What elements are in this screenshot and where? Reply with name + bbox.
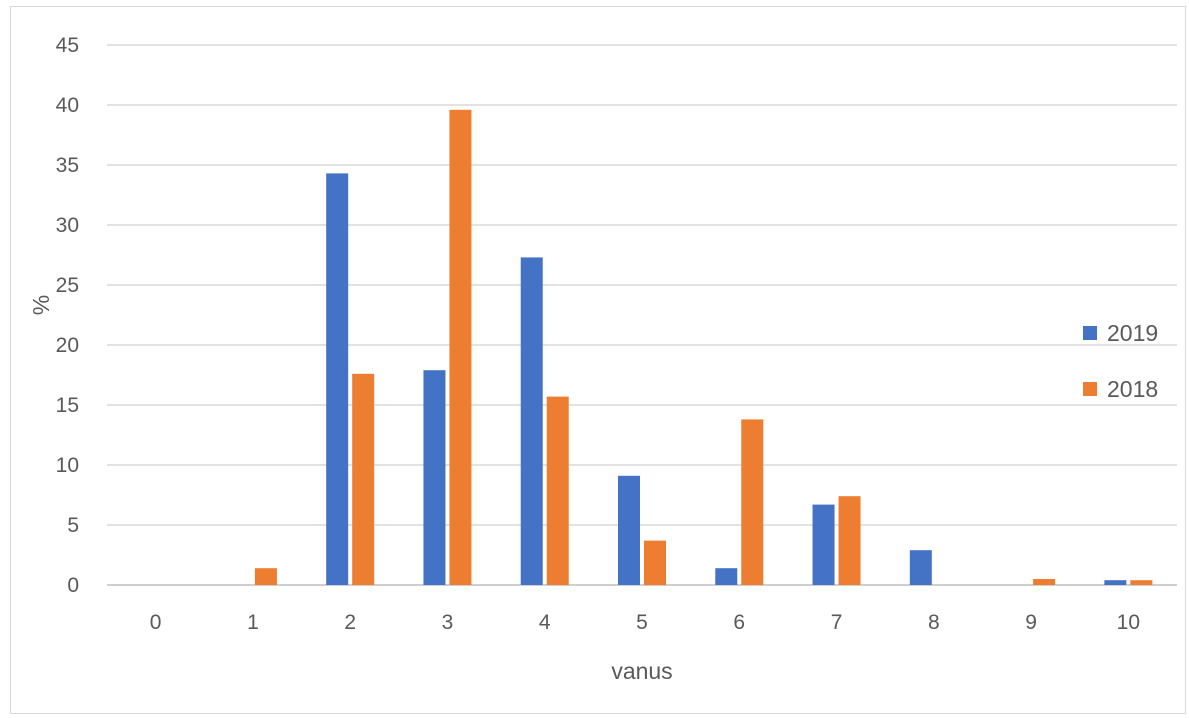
bar-2018-3	[449, 109, 472, 586]
bar-2019-5	[618, 475, 640, 585]
bars	[254, 109, 1153, 586]
x-axis-ticks: 0 1 2 3 4 5 6 7 8 9 10	[150, 611, 1140, 634]
bar-2018-6	[741, 419, 764, 585]
bar-2018-2	[352, 373, 375, 585]
x-tick-label: 8	[928, 611, 940, 634]
legend-label-2018: 2018	[1107, 376, 1158, 402]
x-tick-label: 10	[1117, 611, 1140, 634]
bar-2018-1	[254, 568, 277, 585]
bar-2018-7	[838, 496, 861, 585]
x-tick-label: 3	[442, 611, 454, 634]
x-tick-label: 1	[247, 611, 259, 634]
y-tick-label: 35	[56, 154, 79, 177]
bar-2019-10	[1104, 580, 1127, 585]
x-tick-label: 6	[733, 611, 745, 634]
y-tick-label: 30	[56, 214, 79, 237]
bar-2018-5	[644, 540, 666, 585]
legend-swatch-2019	[1083, 326, 1097, 340]
legend-label-2019: 2019	[1107, 320, 1158, 346]
y-tick-label: 20	[56, 334, 79, 357]
bar-2018-4	[546, 396, 569, 585]
y-tick-label: 15	[56, 394, 79, 417]
x-tick-label: 7	[831, 611, 843, 634]
bar-2018-9	[1033, 579, 1056, 585]
y-axis-title: %	[28, 295, 54, 315]
y-tick-label: 40	[56, 94, 79, 117]
bar-2019-2	[326, 173, 349, 585]
x-tick-label: 5	[636, 611, 648, 634]
x-tick-label: 0	[150, 611, 162, 634]
y-tick-label: 0	[67, 574, 79, 597]
gridlines	[107, 44, 1177, 586]
legend: 2019 2018	[1083, 320, 1158, 402]
bar-2019-3	[423, 370, 446, 585]
y-tick-label: 45	[56, 34, 79, 57]
bar-2019-8	[909, 550, 932, 585]
y-tick-label: 25	[56, 274, 79, 297]
bar-2018-10	[1130, 580, 1153, 585]
y-axis-ticks: 0 5 10 15 20 25 30 35 40 45	[56, 34, 79, 597]
y-tick-label: 10	[56, 454, 79, 477]
bar-2019-7	[812, 504, 835, 585]
x-tick-label: 4	[539, 611, 551, 634]
bar-2019-4	[520, 257, 543, 585]
x-tick-label: 9	[1025, 611, 1037, 634]
x-axis-title: vanus	[611, 658, 672, 684]
bar-2019-6	[715, 568, 738, 585]
chart-frame: 0 5 10 15 20 25 30 35 40 45 0 1 2 3 4 5 6 7 8 9 10 % vanus …	[10, 6, 1186, 714]
y-tick-label: 5	[67, 514, 79, 537]
legend-swatch-2018	[1083, 382, 1097, 396]
x-tick-label: 2	[344, 611, 356, 634]
